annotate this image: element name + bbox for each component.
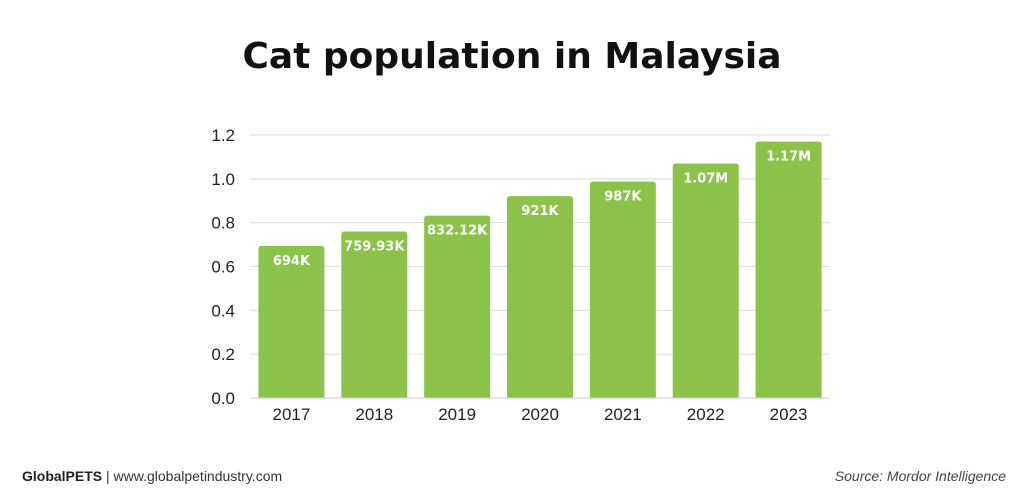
x-tick-label: 2022: [687, 405, 725, 424]
footer-brand: GlobalPETS: [22, 468, 103, 484]
bar: [507, 196, 573, 398]
bar-value-label: 921K: [521, 204, 559, 219]
bar-value-label: 759.93K: [344, 239, 405, 254]
footer-website: www.globalpetindustry.com: [113, 468, 283, 484]
bar-value-label: 1.17M: [766, 150, 811, 165]
bar: [341, 231, 408, 398]
x-tick-label: 2017: [273, 405, 311, 424]
bar: [672, 163, 739, 398]
footer-separator: |: [102, 468, 114, 484]
bar-value-label: 832.12K: [427, 224, 488, 239]
bar-value-label: 987K: [604, 190, 642, 205]
bar: [589, 181, 656, 398]
y-tick-label: 1.0: [211, 170, 235, 189]
y-tick-label: 0.4: [211, 301, 235, 320]
chart-title: Cat population in Malaysia: [242, 36, 782, 77]
bar-value-label: 1.07M: [683, 171, 728, 186]
x-tick-label: 2019: [438, 405, 476, 424]
footer-credit: GlobalPETS | www.globalpetindustry.com: [22, 468, 282, 484]
bar: [755, 141, 822, 398]
bar-value-label: 694K: [273, 254, 311, 269]
bar: [424, 215, 491, 398]
y-tick-label: 1.2: [211, 126, 235, 145]
x-tick-label: 2020: [521, 405, 559, 424]
footer-source: Source: Mordor Intelligence: [834, 468, 1006, 484]
y-tick-label: 0.6: [211, 258, 235, 277]
bar: [258, 245, 325, 398]
x-tick-label: 2023: [770, 405, 808, 424]
x-tick-label: 2018: [355, 405, 393, 424]
y-tick-label: 0.2: [211, 345, 235, 364]
y-tick-label: 0.0: [211, 389, 235, 408]
x-tick-label: 2021: [604, 405, 642, 424]
y-tick-label: 0.8: [211, 214, 235, 233]
